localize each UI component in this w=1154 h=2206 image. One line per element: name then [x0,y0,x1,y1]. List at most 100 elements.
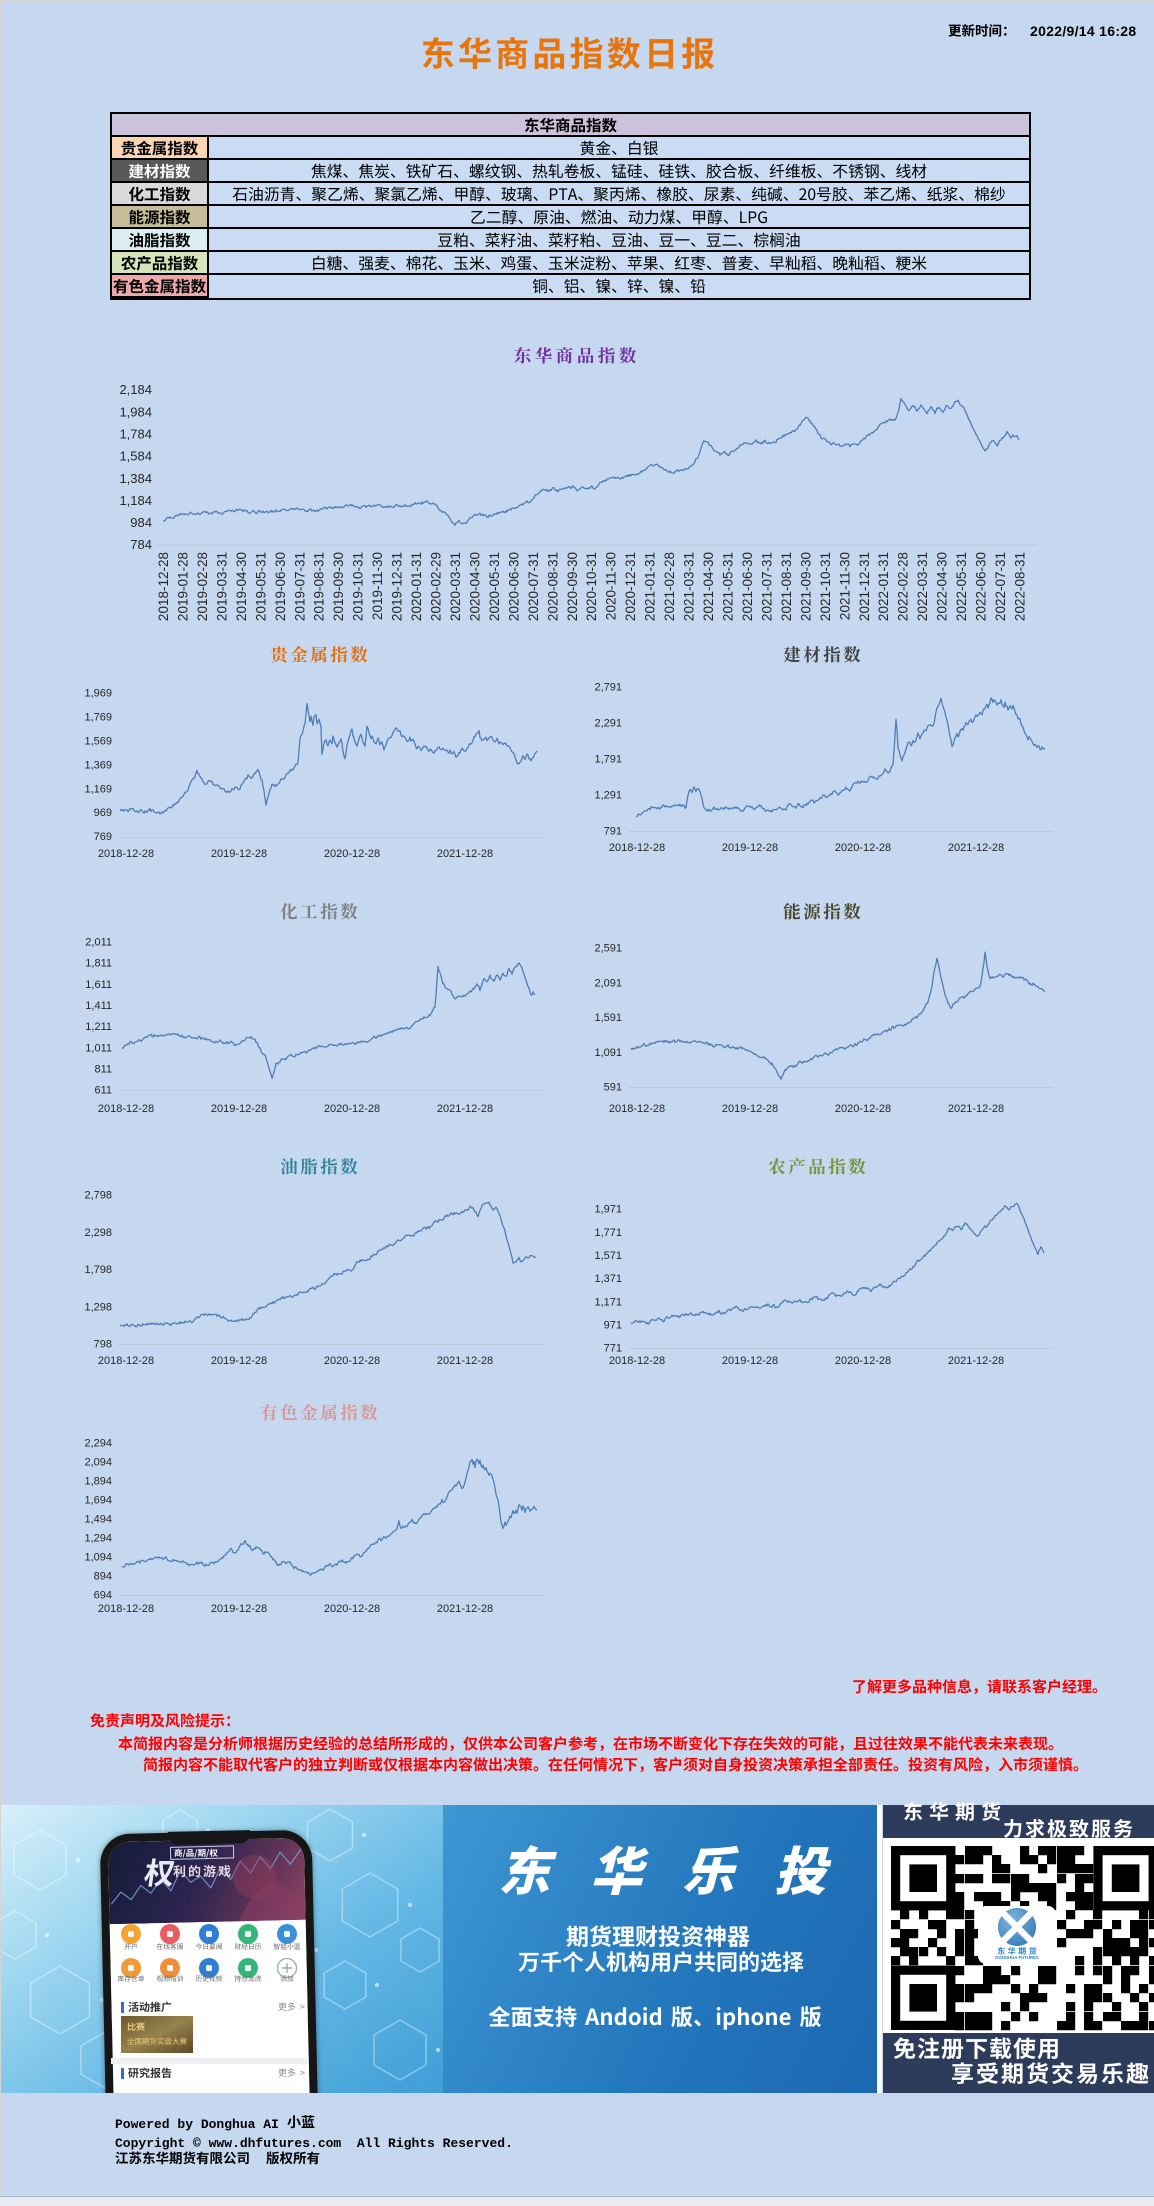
svg-text:694: 694 [94,1590,112,1602]
svg-text:2,791: 2,791 [594,682,622,694]
svg-text:1,371: 1,371 [594,1273,622,1285]
svg-text:2019-12-28: 2019-12-28 [211,848,267,860]
svg-text:2019-09-30: 2019-09-30 [331,552,346,621]
svg-text:1,811: 1,811 [85,958,112,970]
svg-text:2019-12-28: 2019-12-28 [722,842,778,854]
svg-text:1,694: 1,694 [84,1495,112,1507]
svg-text:2020-12-28: 2020-12-28 [324,1603,380,1615]
svg-text:2020-08-31: 2020-08-31 [545,552,560,621]
svg-text:1,798: 1,798 [84,1264,112,1276]
svg-text:1,769: 1,769 [84,712,112,724]
svg-text:2021-07-31: 2021-07-31 [759,552,774,621]
svg-text:2021-02-28: 2021-02-28 [662,552,677,621]
svg-text:2021-05-31: 2021-05-31 [721,552,736,621]
svg-text:2021-08-31: 2021-08-31 [779,552,794,621]
svg-text:2022-04-30: 2022-04-30 [935,552,950,621]
svg-text:1,184: 1,184 [119,493,152,508]
svg-text:2019-10-31: 2019-10-31 [351,552,366,621]
svg-text:2021-06-30: 2021-06-30 [740,552,755,621]
svg-text:2,091: 2,091 [594,977,622,989]
svg-text:2018-12-28: 2018-12-28 [609,1103,665,1115]
svg-text:1,984: 1,984 [119,404,152,419]
svg-text:2019-03-31: 2019-03-31 [214,552,229,621]
svg-text:1,211: 1,211 [85,1021,112,1033]
svg-text:2020-12-31: 2020-12-31 [623,552,638,621]
svg-text:2019-08-31: 2019-08-31 [312,552,327,621]
svg-text:2020-12-28: 2020-12-28 [835,842,891,854]
svg-text:2,294: 2,294 [84,1438,112,1450]
svg-text:2021-10-31: 2021-10-31 [818,552,833,621]
svg-text:2022-06-30: 2022-06-30 [974,552,989,621]
svg-text:2021-03-31: 2021-03-31 [682,552,697,621]
svg-text:591: 591 [604,1082,622,1094]
svg-text:2019-12-28: 2019-12-28 [722,1355,778,1367]
svg-text:2021-04-30: 2021-04-30 [701,552,716,621]
svg-text:2020-09-30: 2020-09-30 [565,552,580,621]
svg-text:1,584: 1,584 [119,449,152,464]
svg-text:2022-02-28: 2022-02-28 [896,552,911,621]
svg-text:2019-02-28: 2019-02-28 [195,552,210,621]
svg-text:1,384: 1,384 [119,471,152,486]
svg-text:984: 984 [130,515,152,530]
svg-text:2018-12-28: 2018-12-28 [98,1103,154,1115]
svg-text:2018-12-28: 2018-12-28 [98,1355,154,1367]
svg-text:2021-12-28: 2021-12-28 [437,1355,493,1367]
svg-text:2020-12-28: 2020-12-28 [835,1355,891,1367]
svg-text:2020-01-31: 2020-01-31 [409,552,424,621]
svg-text:1,611: 1,611 [85,979,112,991]
svg-text:2019-06-30: 2019-06-30 [273,552,288,621]
svg-text:2020-02-29: 2020-02-29 [429,552,444,621]
svg-text:1,969: 1,969 [84,688,112,700]
svg-text:2021-12-28: 2021-12-28 [437,1103,493,1115]
svg-text:2020-07-31: 2020-07-31 [526,552,541,621]
svg-text:2019-11-30: 2019-11-30 [370,552,385,620]
svg-text:2018-12-28: 2018-12-28 [98,848,154,860]
svg-text:971: 971 [604,1319,622,1331]
svg-text:2019-07-31: 2019-07-31 [292,552,307,621]
svg-text:969: 969 [94,807,112,819]
svg-text:2021-12-28: 2021-12-28 [437,848,493,860]
svg-text:2018-12-28: 2018-12-28 [156,552,171,621]
svg-text:1,971: 1,971 [594,1204,622,1216]
svg-text:2019-12-28: 2019-12-28 [211,1103,267,1115]
svg-text:1,011: 1,011 [85,1042,112,1054]
svg-text:1,494: 1,494 [84,1514,112,1526]
svg-text:2020-12-28: 2020-12-28 [835,1103,891,1115]
svg-text:2020-12-28: 2020-12-28 [324,848,380,860]
svg-text:2022-01-31: 2022-01-31 [876,552,891,621]
svg-text:2021-11-30: 2021-11-30 [837,552,852,620]
svg-text:2018-12-28: 2018-12-28 [609,1355,665,1367]
svg-text:2021-12-31: 2021-12-31 [857,552,872,621]
svg-text:1,091: 1,091 [594,1047,622,1059]
svg-text:1,784: 1,784 [119,427,152,442]
svg-text:2018-12-28: 2018-12-28 [98,1603,154,1615]
svg-text:1,171: 1,171 [594,1296,622,1308]
svg-text:791: 791 [604,826,622,838]
svg-text:2,591: 2,591 [594,943,622,955]
svg-text:1,294: 1,294 [84,1533,112,1545]
svg-text:2022-08-31: 2022-08-31 [1013,552,1028,621]
svg-text:2021-12-28: 2021-12-28 [948,842,1004,854]
svg-text:2,184: 2,184 [119,382,152,397]
svg-text:2020-12-28: 2020-12-28 [324,1103,380,1115]
svg-text:2020-04-30: 2020-04-30 [468,552,483,621]
svg-text:1,591: 1,591 [594,1012,622,1024]
svg-text:2021-09-30: 2021-09-30 [798,552,813,621]
svg-text:2020-05-31: 2020-05-31 [487,552,502,621]
svg-text:1,571: 1,571 [594,1250,622,1262]
svg-text:2020-10-31: 2020-10-31 [584,552,599,621]
svg-text:1,369: 1,369 [84,759,112,771]
svg-text:2020-06-30: 2020-06-30 [506,552,521,621]
svg-text:1,094: 1,094 [84,1552,112,1564]
svg-text:2021-12-28: 2021-12-28 [437,1603,493,1615]
svg-text:2,298: 2,298 [84,1227,112,1239]
svg-text:1,298: 1,298 [84,1301,112,1313]
svg-text:2020-12-28: 2020-12-28 [324,1355,380,1367]
svg-text:2019-12-28: 2019-12-28 [722,1103,778,1115]
svg-text:2020-11-30: 2020-11-30 [604,552,619,620]
svg-text:2019-01-28: 2019-01-28 [176,552,191,621]
svg-text:894: 894 [94,1571,112,1583]
svg-text:2019-12-31: 2019-12-31 [390,552,405,621]
svg-text:2,798: 2,798 [84,1190,112,1202]
svg-text:2019-05-31: 2019-05-31 [253,552,268,621]
